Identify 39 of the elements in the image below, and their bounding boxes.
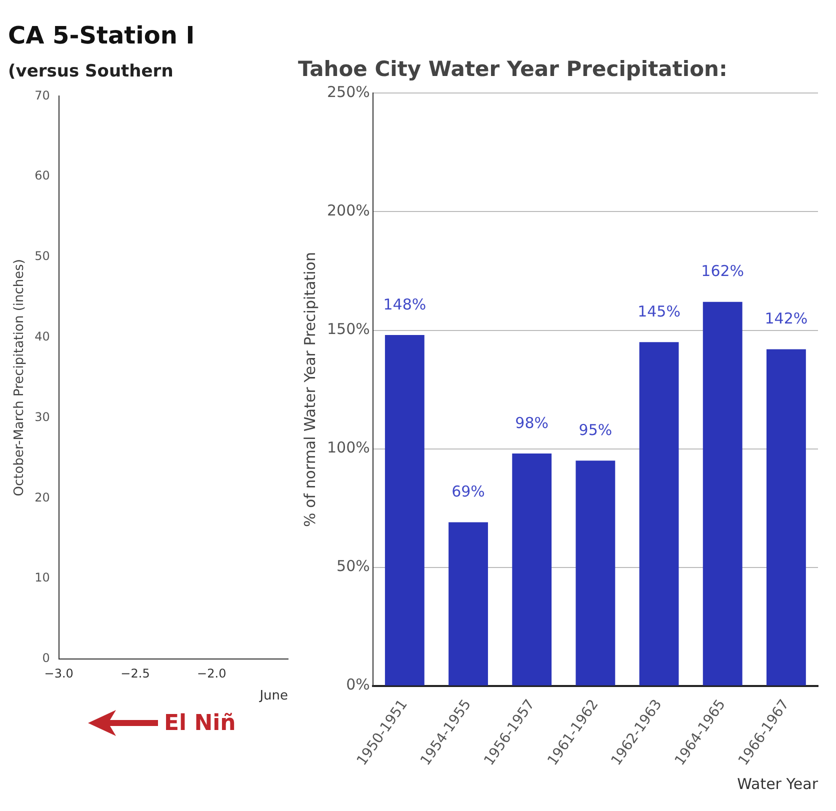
y-tick-label: 40: [34, 330, 50, 344]
data-label: 142%: [764, 310, 808, 328]
chart-subtitle: (versus Southern: [8, 61, 174, 82]
y-tick-label: 50%: [336, 557, 370, 576]
chart-title: CA 5-Station I: [8, 22, 195, 50]
bar: [702, 302, 742, 686]
y-tick-label: 0%: [346, 676, 370, 694]
chart-title: Tahoe City Water Year Precipitation:: [298, 57, 728, 82]
bar: [384, 335, 424, 686]
x-tick-label: −3.0: [44, 666, 74, 680]
x-tick-label: −2.5: [120, 666, 150, 680]
y-tick-label: 30: [34, 410, 50, 424]
bar: [448, 522, 488, 686]
x-axis-title: June: [258, 688, 288, 704]
y-tick-label: 70: [34, 88, 50, 102]
data-label: 98%: [515, 414, 549, 432]
y-tick-label: 250%: [326, 83, 370, 102]
x-axis-title: Water Year: [737, 774, 819, 793]
data-label: 69%: [452, 482, 485, 501]
y-tick-label: 10: [34, 570, 50, 585]
y-tick-label: 20: [34, 490, 50, 504]
y-tick-label: 60: [34, 168, 50, 183]
y-tick-label: 200%: [326, 202, 370, 220]
bar: [576, 460, 616, 686]
data-label: 145%: [638, 302, 680, 321]
y-axis-title: % of normal Water Year Precipitation: [300, 252, 319, 528]
data-label: 148%: [383, 295, 426, 314]
y-tick-label: 0: [42, 651, 50, 666]
y-tick-label: 100%: [326, 438, 370, 457]
bar: [512, 454, 552, 686]
bar: [639, 342, 679, 686]
y-tick-label: 50: [34, 249, 50, 264]
x-tick-label: −2.0: [197, 666, 226, 680]
y-axis-title: October-March Precipitation (inches): [12, 259, 28, 496]
bar: [766, 349, 806, 686]
data-label: 95%: [578, 421, 612, 440]
data-label: 162%: [701, 262, 744, 280]
y-tick-label: 150%: [326, 320, 370, 338]
text: El Niñ: [164, 710, 236, 736]
